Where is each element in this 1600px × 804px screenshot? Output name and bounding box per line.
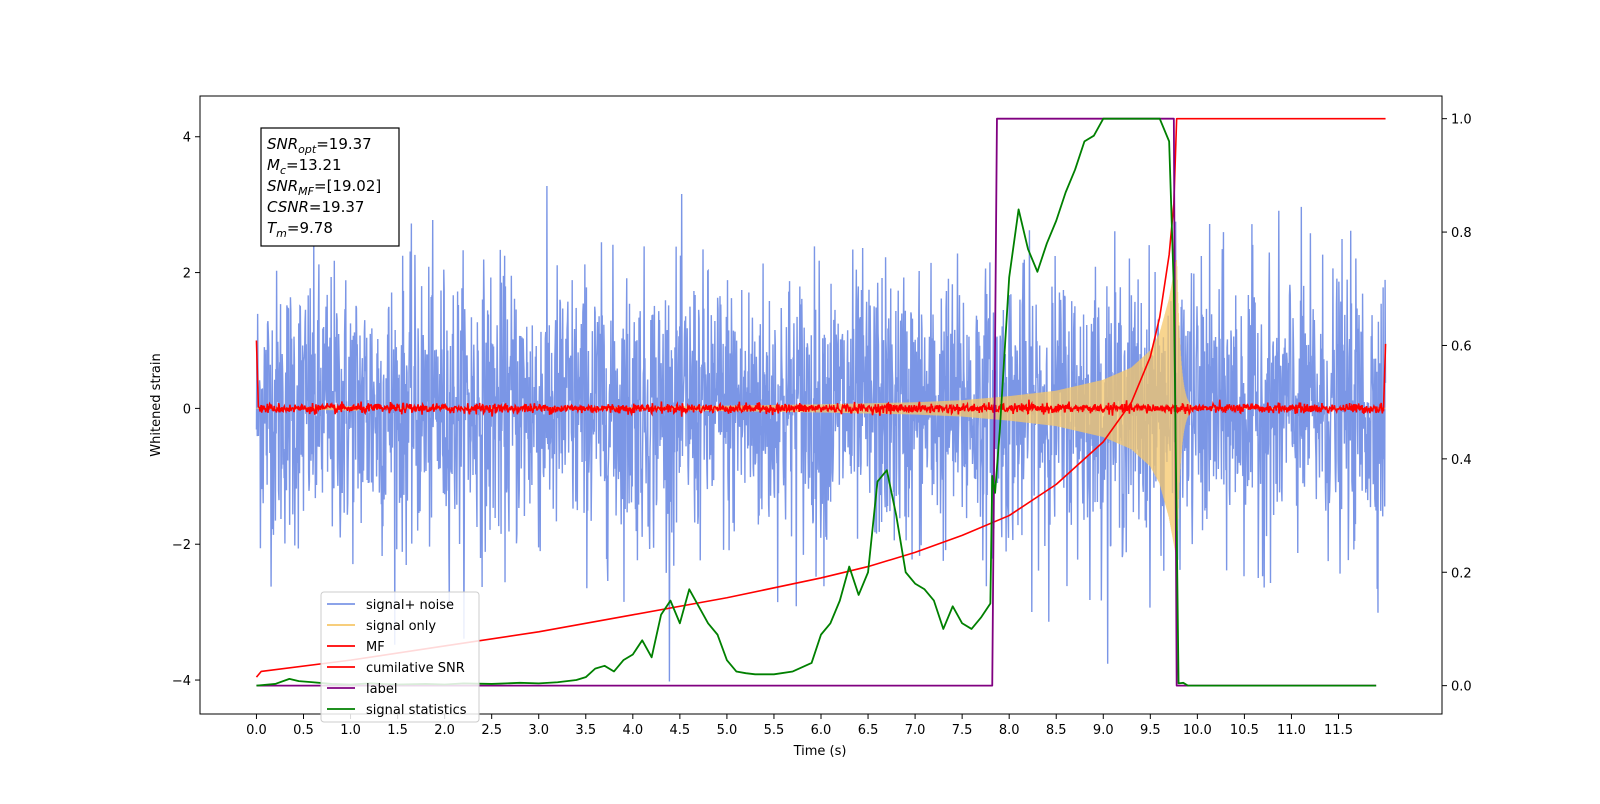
x-tick-label: 2.5 <box>481 723 502 738</box>
series-layer <box>255 117 1387 687</box>
x-tick-label: 0.0 <box>246 723 267 738</box>
x-tick-label: 10.5 <box>1230 723 1259 738</box>
x-tick-label: 5.5 <box>764 723 785 738</box>
y-left-tick-label: 2 <box>183 267 191 282</box>
x-tick-label: 1.0 <box>340 723 361 738</box>
annotation-box: SNRopt=19.37Mc=13.21SNRMF=[19.02]CSNR=19… <box>260 127 400 247</box>
annotation-line: Tm=9.78 <box>267 219 333 240</box>
y-right-tick-label: 0.8 <box>1451 226 1472 241</box>
x-tick-label: 11.5 <box>1324 723 1353 738</box>
y-right-tick-label: 0.0 <box>1451 680 1472 695</box>
x-tick-label: 4.0 <box>622 723 643 738</box>
y-left-tick-label: 4 <box>183 131 191 146</box>
y-right-tick-label: 0.4 <box>1451 453 1472 468</box>
x-tick-label: 3.0 <box>528 723 549 738</box>
x-tick-label: 8.0 <box>999 723 1020 738</box>
y-axis-left: −4 −2 0 2 4 <box>172 131 200 689</box>
legend-frame <box>320 591 480 723</box>
x-tick-label: 2.0 <box>434 723 455 738</box>
x-tick-label: 6.0 <box>811 723 832 738</box>
annotation-line: CSNR=19.37 <box>267 198 364 216</box>
x-axis-label: Time (s) <box>793 744 847 759</box>
legend-entry: signal statistics <box>366 703 467 718</box>
x-tick-label: 1.5 <box>387 723 408 738</box>
y-axis-right: 0.0 0.2 0.4 0.6 0.8 1.0 <box>1442 113 1472 695</box>
x-tick-label: 7.5 <box>952 723 973 738</box>
legend-entry: cumilative SNR <box>366 661 465 676</box>
series-signal-statistics-line <box>256 117 1377 687</box>
x-tick-label: 10.0 <box>1183 723 1212 738</box>
annotation-line: SNRMF=[19.02] <box>267 177 381 198</box>
series-mf-line <box>255 340 1387 417</box>
x-tick-label: 9.0 <box>1093 723 1114 738</box>
legend-entry: MF <box>366 640 385 655</box>
y-left-tick-label: 0 <box>183 402 191 417</box>
x-tick-label: 4.5 <box>670 723 691 738</box>
series-signal-noise-line <box>255 185 1387 682</box>
x-tick-label: 9.5 <box>1140 723 1161 738</box>
y-right-tick-label: 1.0 <box>1451 113 1472 128</box>
x-tick-label: 6.5 <box>858 723 879 738</box>
x-tick-label: 11.0 <box>1277 723 1306 738</box>
y-right-tick-label: 0.6 <box>1451 339 1472 354</box>
y-right-tick-label: 0.2 <box>1451 566 1472 581</box>
x-tick-label: 0.5 <box>293 723 314 738</box>
y-axis-label: Whitened strain <box>149 353 164 456</box>
annotation-line: Mc=13.21 <box>267 156 342 177</box>
x-tick-label: 3.5 <box>575 723 596 738</box>
x-tick-label: 8.5 <box>1046 723 1067 738</box>
x-axis: 0.0 0.5 1.0 1.5 2.0 2.5 3.0 3.5 4.0 4.5 5.0 5.5 6.0 6… <box>246 714 1353 738</box>
legend-entry: signal+ noise <box>366 598 454 613</box>
y-left-tick-label: −2 <box>172 538 191 553</box>
x-tick-label: 7.0 <box>905 723 926 738</box>
annotation-line: SNRopt=19.37 <box>267 135 372 156</box>
legend-entry: label <box>366 682 397 697</box>
legend-entry: signal only <box>366 619 436 634</box>
x-tick-label: 5.0 <box>717 723 738 738</box>
annotation-frame <box>260 127 400 247</box>
legend: signal+ noise signal only MF cumilative SNR… <box>320 591 480 723</box>
y-left-tick-label: −4 <box>172 674 191 689</box>
